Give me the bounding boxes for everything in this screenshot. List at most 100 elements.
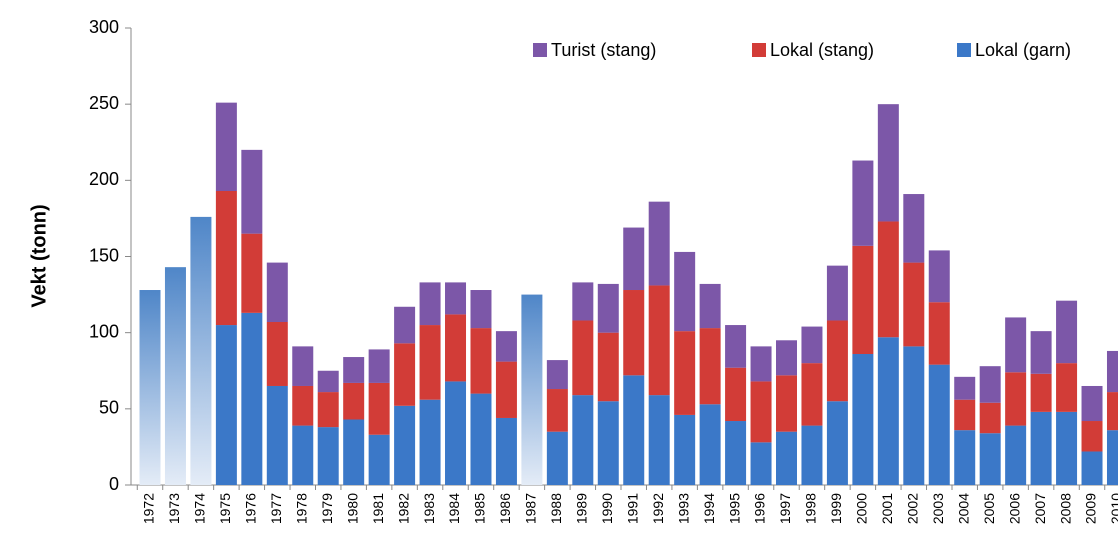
bar-segment <box>495 417 517 485</box>
x-tick-label: 1973 <box>166 493 182 524</box>
bar-segment <box>979 433 1001 485</box>
legend-swatch <box>533 43 547 57</box>
legend-swatch <box>752 43 766 57</box>
bar-segment <box>394 306 416 344</box>
y-tick-label: 50 <box>99 398 119 418</box>
x-tick-label: 2001 <box>879 493 895 524</box>
bar-segment <box>368 349 390 383</box>
bar-segment <box>699 328 721 405</box>
x-tick-label: 1977 <box>268 493 284 524</box>
x-tick-label: 1984 <box>446 493 462 524</box>
bar-segment <box>292 346 314 386</box>
y-tick-label: 0 <box>109 474 119 494</box>
bar-segment <box>292 385 314 426</box>
bar-segment <box>1106 350 1118 393</box>
bar-segment <box>877 221 899 338</box>
bar-segment <box>495 361 517 418</box>
bar-segment <box>801 425 823 485</box>
bar-segment <box>877 337 899 485</box>
bar-segment <box>546 360 568 390</box>
x-tick-label: 2006 <box>1006 493 1022 524</box>
bar-segment <box>801 326 823 364</box>
x-tick-label: 2007 <box>1032 493 1048 524</box>
bar-segment <box>1106 392 1118 431</box>
x-tick-label: 1987 <box>523 493 539 524</box>
bar-segment <box>139 290 161 485</box>
x-tick-label: 1996 <box>752 493 768 524</box>
bar-segment <box>674 331 696 415</box>
bar-segment <box>241 149 263 234</box>
y-tick-label: 200 <box>89 169 119 189</box>
bar-segment <box>826 320 848 402</box>
x-tick-label: 1972 <box>141 493 157 524</box>
bar-segment <box>674 251 696 332</box>
bar-segment <box>572 282 594 321</box>
bar-segment <box>1056 300 1078 364</box>
x-tick-label: 1997 <box>777 493 793 524</box>
x-tick-label: 1982 <box>395 493 411 524</box>
bar-segment <box>826 265 848 321</box>
bar-segment <box>776 340 797 376</box>
bar-segment <box>572 320 594 396</box>
bar-segment <box>1081 421 1103 452</box>
x-tick-label: 2008 <box>1057 493 1073 524</box>
bar-segment <box>623 290 645 376</box>
bar-segment <box>445 381 467 485</box>
bar-segment <box>597 401 619 485</box>
bar-segment <box>266 385 288 485</box>
bar-segment <box>1005 317 1027 373</box>
bar-segment <box>776 431 797 485</box>
bar-segment <box>928 302 950 365</box>
bar-segment <box>317 370 339 393</box>
bar-segment <box>623 227 645 291</box>
x-tick-label: 1994 <box>701 493 717 524</box>
x-tick-label: 1974 <box>192 493 208 524</box>
bar-segment <box>648 285 670 396</box>
bar-segment <box>928 364 950 485</box>
x-tick-label: 1976 <box>243 493 259 524</box>
bar-segment <box>546 431 568 485</box>
bar-segment <box>623 375 645 485</box>
bar-segment <box>979 402 1001 434</box>
legend-label: Lokal (stang) <box>770 40 874 60</box>
bar-segment <box>750 381 772 443</box>
bar-segment <box>979 366 1001 403</box>
x-tick-label: 1978 <box>293 493 309 524</box>
y-tick-label: 150 <box>89 245 119 265</box>
bar-segment <box>445 314 467 382</box>
bar-segment <box>877 104 899 222</box>
y-axis-title: Vekt (tonn) <box>28 204 50 307</box>
bar-segment <box>648 395 670 485</box>
x-tick-label: 2000 <box>854 493 870 524</box>
bar-segment <box>215 102 237 191</box>
bar-segment <box>241 233 263 313</box>
bar-segment <box>343 357 365 383</box>
bar-segment <box>852 353 874 485</box>
y-tick-label: 250 <box>89 93 119 113</box>
bar-segment <box>521 294 543 485</box>
bar-segment <box>419 282 441 326</box>
bar-segment <box>852 160 874 246</box>
bar-segment <box>215 325 237 485</box>
bar-segment <box>725 367 747 422</box>
bar-segment <box>674 414 696 485</box>
x-tick-label: 1980 <box>344 493 360 524</box>
bar-segment <box>750 346 772 382</box>
x-tick-label: 2002 <box>905 493 921 524</box>
x-tick-label: 2003 <box>930 493 946 524</box>
bar-segment <box>1056 411 1078 485</box>
x-tick-label: 1983 <box>421 493 437 524</box>
x-tick-label: 1989 <box>574 493 590 524</box>
bar-segment <box>445 282 467 315</box>
bar-segment <box>470 393 492 485</box>
x-tick-label: 2005 <box>981 493 997 524</box>
bar-segment <box>1030 411 1052 485</box>
bar-segment <box>546 389 568 432</box>
x-tick-label: 1988 <box>548 493 564 524</box>
bar-segment <box>725 421 747 485</box>
x-tick-label: 1998 <box>803 493 819 524</box>
bar-segment <box>1106 430 1118 485</box>
bar-segment <box>750 442 772 485</box>
bar-segment <box>776 375 797 432</box>
bar-segment <box>470 328 492 394</box>
